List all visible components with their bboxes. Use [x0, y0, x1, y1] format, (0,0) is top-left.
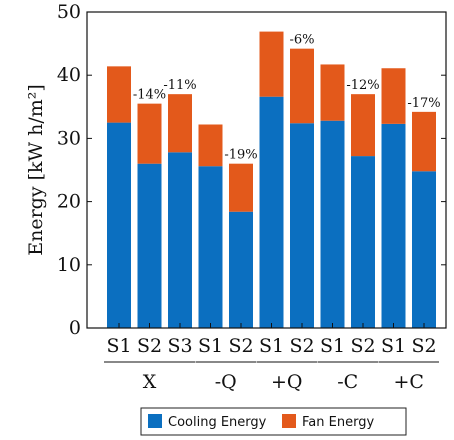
x-tick-label: S1 — [259, 335, 284, 357]
bar-cooling-energy — [381, 123, 406, 328]
bar-cooling-energy — [168, 152, 192, 328]
percent-change-label: -11% — [163, 78, 196, 93]
bar-cooling-energy — [229, 211, 253, 328]
x-tick-label: S2 — [228, 335, 253, 357]
percent-change-label: -19% — [224, 148, 257, 163]
bar-fan-energy — [290, 48, 314, 124]
bar-fan-energy — [107, 66, 131, 123]
y-tick-label: 10 — [57, 254, 81, 276]
y-axis-label: Energy [kW h/m²] — [25, 84, 47, 256]
bar-cooling-energy — [137, 163, 162, 328]
percent-change-label: -12% — [346, 78, 379, 93]
bars-layer — [107, 31, 436, 329]
group-labels-layer: X -Q +Q -C +C — [104, 361, 439, 393]
y-tick-label: 30 — [57, 127, 81, 149]
x-tick-label: S1 — [381, 335, 406, 357]
group-label: +C — [394, 371, 424, 393]
percent-change-label: -17% — [407, 96, 440, 111]
legend-box — [140, 407, 407, 436]
bar-cooling-energy — [351, 156, 375, 328]
x-tick-label: S3 — [167, 335, 192, 357]
legend-swatch — [282, 414, 296, 428]
bar-cooling-energy — [412, 171, 436, 328]
group-label: -Q — [215, 371, 237, 393]
x-tick-label: S1 — [198, 335, 223, 357]
percent-change-label: -6% — [289, 33, 314, 48]
bar-fan-energy — [229, 163, 253, 212]
x-tick-label: S1 — [106, 335, 131, 357]
legend-entry-label: Fan Energy — [302, 415, 374, 430]
bar-cooling-energy — [320, 120, 345, 328]
legend-entry-label: Cooling Energy — [168, 415, 267, 430]
y-tick-label: 40 — [57, 64, 81, 86]
annotations-layer: -14%-11% -19% -6% -12% -17% — [133, 33, 441, 163]
x-tick-label: S2 — [411, 335, 436, 357]
plot-frame — [86, 11, 447, 329]
legend: Cooling Energy Fan Energy — [140, 407, 407, 436]
bar-fan-energy — [412, 111, 436, 172]
x-tick-label: S2 — [350, 335, 375, 357]
bar-fan-energy — [381, 68, 406, 124]
x-tick-label: S1 — [320, 335, 345, 357]
bar-fan-energy — [351, 94, 375, 157]
bar-cooling-energy — [198, 166, 223, 328]
bar-fan-energy — [137, 103, 162, 164]
bar-fan-energy — [320, 64, 345, 121]
percent-change-label: -14% — [133, 88, 166, 103]
group-label: +Q — [271, 371, 303, 393]
legend-swatch — [148, 414, 162, 428]
bar-fan-energy — [198, 124, 223, 167]
bar-cooling-energy — [259, 96, 284, 328]
bar-fan-energy — [259, 31, 284, 97]
bar-cooling-energy — [290, 123, 314, 329]
y-tick-label: 20 — [57, 191, 81, 213]
bar-cooling-energy — [107, 122, 131, 328]
x-tick-label: S2 — [137, 335, 162, 357]
group-label: X — [143, 371, 157, 393]
y-tick-label: 0 — [69, 317, 81, 339]
x-tick-label: S2 — [289, 335, 314, 357]
y-tick-label: 50 — [57, 1, 81, 23]
bar-fan-energy — [168, 94, 192, 153]
group-label: -C — [337, 371, 358, 393]
